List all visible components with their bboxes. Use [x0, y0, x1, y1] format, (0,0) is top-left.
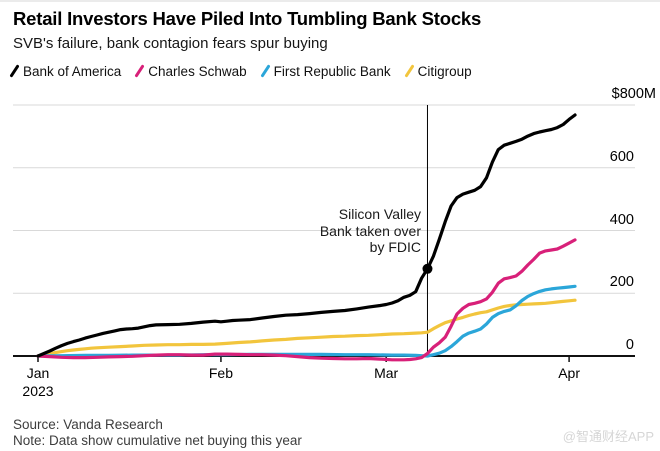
legend-slash-icon [260, 64, 271, 78]
watermark: @智通财经APP [562, 429, 654, 444]
data-note: Note: Data show cumulative net buying th… [13, 433, 302, 448]
event-annotation: Silicon Valley Bank taken over by FDIC [320, 206, 421, 256]
legend-slash-icon [404, 64, 415, 78]
y-tick-label: 400 [609, 211, 634, 228]
y-tick-label: 200 [609, 274, 634, 291]
legend-slash-icon [134, 64, 145, 78]
x-tick-label: Mar [374, 365, 399, 381]
source-note: Source: Vanda Research [13, 417, 163, 432]
x-tick-year-label: 2023 [22, 383, 54, 399]
page-subtitle: SVB's failure, bank contagion fears spur… [13, 35, 328, 52]
legend-item-label: Charles Schwab [148, 63, 247, 79]
x-tick-label: Apr [558, 365, 580, 381]
y-tick-label: 600 [609, 148, 634, 165]
page-title: Retail Investors Have Piled Into Tumblin… [13, 8, 482, 29]
y-tick-label: 0 [625, 337, 634, 353]
legend-item: First Republic Bank [260, 63, 391, 79]
event-annotation-line: by FDIC [369, 239, 421, 255]
legend-item-label: First Republic Bank [273, 63, 391, 79]
event-marker-dot [422, 263, 433, 274]
legend: Bank of America Charles Schwab First Repub… [9, 62, 472, 80]
event-annotation-line: Bank taken over [319, 222, 421, 239]
series-line-bank-of-america [36, 113, 577, 358]
legend-item-label: Citigroup [417, 63, 472, 79]
x-tick-label: Feb [208, 365, 233, 381]
series-line-charles-schwab [36, 238, 577, 362]
y-tick-label: $800M [611, 86, 656, 102]
legend-item: Charles Schwab [134, 63, 247, 79]
chart-header: Retail Investors Have Piled Into Tumblin… [13, 8, 481, 53]
legend-item: Citigroup [404, 63, 472, 79]
event-annotation-line: Silicon Valley [338, 206, 421, 222]
series-line-citigroup [36, 298, 577, 358]
legend-item-label: Bank of America [23, 63, 122, 79]
x-tick-label: Jan [26, 365, 50, 381]
legend-item: Bank of America [9, 63, 122, 79]
